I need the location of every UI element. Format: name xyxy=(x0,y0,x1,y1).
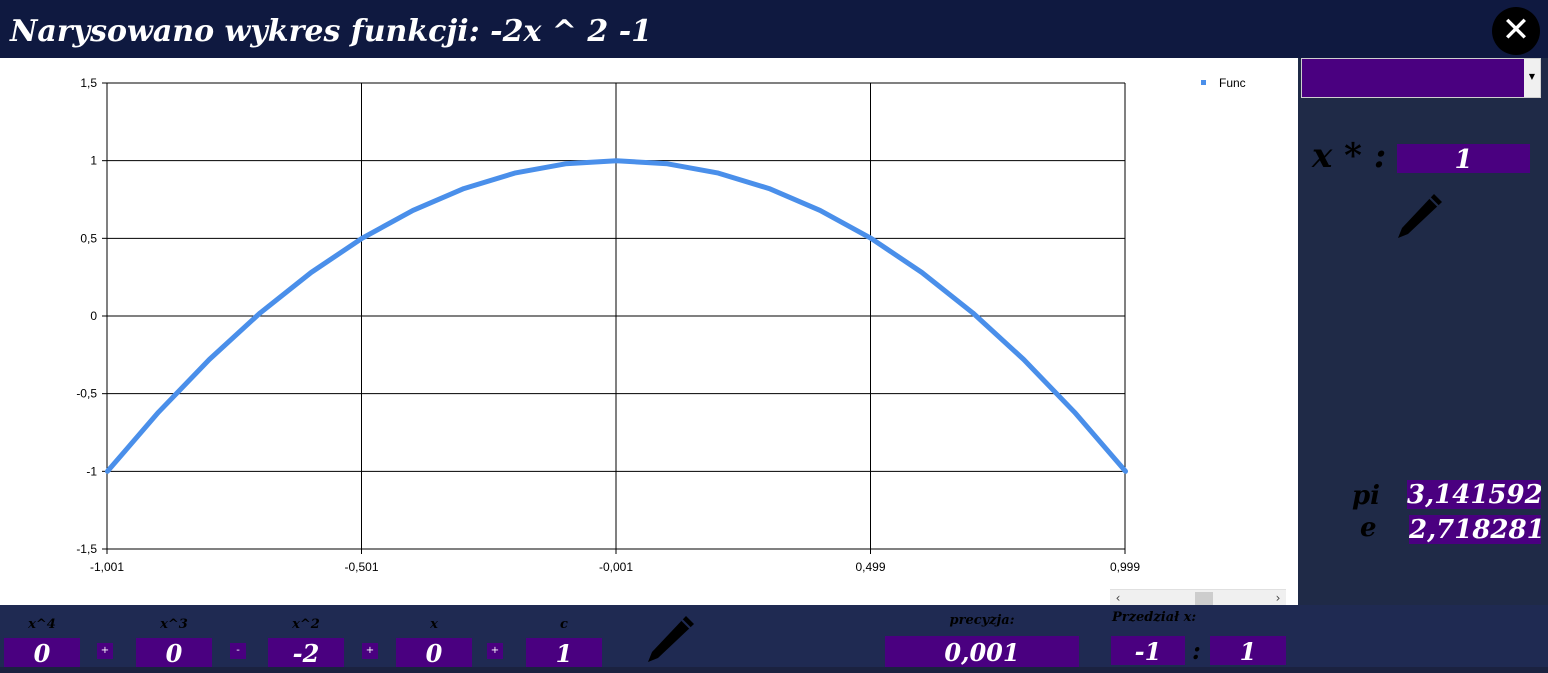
operator-4-button[interactable]: + xyxy=(487,643,503,659)
y-tick-label: 1 xyxy=(90,154,97,168)
pencil-icon[interactable] xyxy=(1394,192,1444,240)
x3-label: x^3 xyxy=(160,617,188,632)
scroll-right-icon[interactable]: › xyxy=(1275,591,1281,605)
x-star-label: x * : xyxy=(1312,136,1387,176)
legend-entry: Func xyxy=(1219,76,1246,90)
y-tick-label: 1,5 xyxy=(80,76,97,90)
chart-legend: Func xyxy=(1201,76,1246,90)
operator-3-button[interactable]: + xyxy=(362,643,378,659)
y-tick-label: -1 xyxy=(86,464,97,478)
dropdown-arrow-icon[interactable]: ▼ xyxy=(1524,59,1540,97)
interval-separator: : xyxy=(1192,636,1201,665)
e-label: e xyxy=(1360,513,1377,543)
operator-2-button[interactable]: - xyxy=(230,643,246,659)
window-title: Narysowano wykres funkcji: -2x ^ 2 -1 xyxy=(10,14,653,49)
y-tick-labels: 1,5 1 0,5 0 -0,5 -1 -1,5 xyxy=(76,76,97,556)
precision-label: precyzja: xyxy=(949,613,1015,628)
x-tick-label: 0,999 xyxy=(1110,560,1140,574)
c-label: c xyxy=(560,617,568,632)
x-label: x xyxy=(430,617,438,632)
x-tick-label: 0,499 xyxy=(855,560,885,574)
scroll-left-icon[interactable]: ‹ xyxy=(1115,591,1121,605)
precision-input[interactable]: 0,001 xyxy=(885,636,1079,667)
close-icon: ✕ xyxy=(1501,10,1531,50)
close-button[interactable]: ✕ xyxy=(1492,7,1540,55)
x-tick-label: -0,501 xyxy=(344,560,378,574)
x2-label: x^2 xyxy=(292,617,320,632)
x-input[interactable]: 0 xyxy=(396,638,472,667)
pi-label: pi xyxy=(1352,481,1381,511)
y-tick-label: -0,5 xyxy=(76,387,97,401)
c-input[interactable]: 1 xyxy=(526,638,602,667)
e-value: 2,718281 xyxy=(1409,515,1541,544)
x2-input[interactable]: -2 xyxy=(268,638,344,667)
x-star-field[interactable]: 1 xyxy=(1397,144,1530,173)
series-line-func xyxy=(105,158,1128,474)
chart-series xyxy=(105,158,1128,474)
chart-scrollbar[interactable]: ‹ › xyxy=(1110,589,1286,607)
x3-input[interactable]: 0 xyxy=(136,638,212,667)
interval-label: Przedział x: xyxy=(1112,610,1197,625)
function-chart: 1,5 1 0,5 0 -0,5 -1 -1,5 -1,001 -0,501 -0,001 0,4… xyxy=(76,76,1246,574)
x4-input[interactable]: 0 xyxy=(4,638,80,667)
scroll-thumb[interactable] xyxy=(1195,592,1213,605)
x-tick-labels: -1,001 -0,501 -0,001 0,499 0,999 xyxy=(90,560,1140,574)
operator-1-button[interactable]: + xyxy=(97,643,113,659)
x-tick-label: -1,001 xyxy=(90,560,124,574)
legend-marker xyxy=(1201,80,1206,85)
chart-area: 1,5 1 0,5 0 -0,5 -1 -1,5 -1,001 -0,501 -0,001 0,4… xyxy=(0,58,1298,605)
title-bar: Narysowano wykres funkcji: -2x ^ 2 -1 ✕ xyxy=(0,0,1548,64)
draw-pencil-icon[interactable] xyxy=(644,614,696,664)
pi-value: 3,141592 xyxy=(1407,480,1541,509)
y-tick-label: -1,5 xyxy=(76,542,97,556)
coefficients-bar xyxy=(0,605,1548,667)
y-tick-label: 0,5 xyxy=(80,231,97,245)
y-tick-label: 0 xyxy=(90,309,97,323)
x4-label: x^4 xyxy=(28,617,56,632)
interval-to-input[interactable]: 1 xyxy=(1210,636,1286,665)
color-dropdown[interactable]: ▼ xyxy=(1301,58,1541,98)
x-tick-label: -0,001 xyxy=(599,560,633,574)
interval-from-input[interactable]: -1 xyxy=(1111,636,1185,665)
